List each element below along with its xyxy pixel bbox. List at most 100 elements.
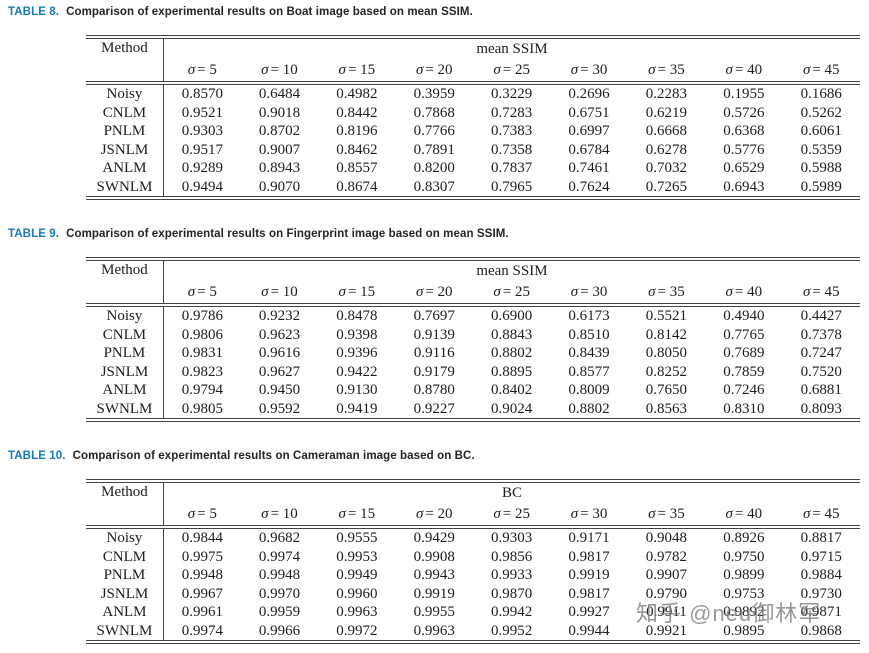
value-cell: 0.8563: [645, 400, 688, 417]
value-cell: 0.7765: [723, 326, 765, 343]
caption-text: Comparison of experimental results on Ca…: [72, 450, 475, 462]
value-cell: 0.9494: [181, 178, 223, 195]
header-row-sigma: σ = 5 σ = 10 σ = 15 σ = 20 σ = 25 σ = 30 σ = 35 σ = 40 σ…: [86, 281, 860, 307]
value-cell: 0.9227: [413, 400, 455, 417]
value-cell: 0.4427: [800, 308, 842, 324]
method-cell: SWNLM: [86, 177, 164, 198]
value-cell: 0.6668: [645, 123, 688, 139]
table-section: TABLE 8. Comparison of experimental resul…: [0, 6, 869, 200]
value-cell: 0.4982: [336, 86, 378, 102]
value-cell: 0.9970: [258, 585, 301, 602]
value-cell: 0.9007: [258, 141, 301, 158]
value-cell: 0.9967: [181, 585, 223, 602]
table-row: Noisy 0.8570 0.6484 0.4982 0.3959 0.3229 0.269…: [86, 83, 860, 104]
sigma-value: = 45: [812, 62, 840, 78]
sigma-symbol: σ: [415, 506, 424, 522]
value-cell: 0.8310: [723, 400, 765, 417]
value-cell: 0.9963: [336, 604, 378, 620]
table-section: TABLE 9. Comparison of experimental resul…: [0, 228, 869, 422]
value-cell: 0.9966: [258, 622, 301, 639]
value-cell: 0.9974: [258, 548, 301, 565]
value-cell: 0.7859: [723, 363, 765, 380]
value-cell: 0.9884: [800, 567, 842, 583]
table-head: Method mean SSIM σ = 5 σ = 10 σ = 15 σ = 20 σ = 25 σ…: [86, 259, 860, 307]
sigma-value: = 40: [734, 506, 763, 522]
table-row: ANLM 0.9961 0.9959 0.9963 0.9955 0.9942 0.9927…: [86, 603, 860, 622]
table-row: SWNLM 0.9974 0.9966 0.9972 0.9963 0.9952 0.994…: [86, 621, 860, 642]
sigma-header: σ = 5: [163, 281, 241, 307]
value-cell: 0.9682: [258, 530, 301, 546]
sigma-symbol: σ: [261, 506, 269, 522]
sigma-value: = 15: [347, 284, 376, 300]
header-row-group: Method mean SSIM: [86, 37, 860, 85]
value-cell: 0.7650: [645, 382, 688, 398]
value-cell: 0.5262: [800, 104, 842, 121]
value-cell: 0.9949: [336, 567, 378, 583]
sigma-header: σ = 30: [550, 503, 628, 529]
value-cell: 0.5521: [645, 308, 688, 324]
sigma-header: σ = 35: [627, 59, 706, 85]
group-header: mean SSIM: [476, 41, 548, 57]
value-cell: 0.9289: [181, 160, 223, 176]
value-cell: 0.9555: [336, 530, 378, 546]
sigma-header: σ = 45: [782, 59, 860, 85]
method-cell: ANLM: [86, 159, 164, 178]
sigma-symbol: σ: [570, 62, 579, 78]
sigma-value: = 25: [502, 506, 530, 522]
value-cell: 0.9048: [645, 530, 688, 546]
value-cell: 0.9960: [336, 585, 378, 602]
value-cell: 0.7891: [413, 141, 455, 158]
sigma-symbol: σ: [802, 284, 811, 300]
sigma-symbol: σ: [493, 62, 501, 78]
value-cell: 0.9943: [413, 567, 455, 583]
sigma-header: σ = 25: [472, 59, 551, 85]
value-cell: 0.5988: [800, 160, 842, 176]
value-cell: 0.9927: [568, 604, 610, 620]
value-cell: 0.8943: [258, 160, 301, 176]
sigma-symbol: σ: [725, 284, 733, 300]
value-cell: 0.7247: [800, 345, 842, 361]
sigma-symbol: σ: [493, 506, 501, 522]
value-cell: 0.7358: [491, 141, 533, 158]
sigma-symbol: σ: [338, 284, 346, 300]
sigma-value: = 20: [425, 506, 453, 522]
value-cell: 0.5726: [723, 104, 765, 121]
column-header-method: Method: [86, 259, 164, 307]
sigma-value: = 45: [812, 284, 840, 300]
sigma-value: = 10: [270, 506, 298, 522]
sigma-value: = 35: [657, 62, 685, 78]
value-cell: 0.9961: [181, 604, 223, 620]
group-header: BC: [501, 485, 522, 501]
value-cell: 0.9753: [723, 585, 765, 602]
value-cell: 0.7246: [723, 382, 765, 398]
tables-container: TABLE 8. Comparison of experimental resul…: [0, 6, 869, 644]
sigma-symbol: σ: [187, 506, 196, 522]
value-cell: 0.9921: [645, 622, 688, 639]
method-cell: JSNLM: [86, 362, 164, 381]
sigma-symbol: σ: [648, 506, 656, 522]
method-cell: CNLM: [86, 325, 164, 344]
value-cell: 0.6900: [491, 308, 533, 324]
value-cell: 0.8093: [800, 400, 842, 417]
value-cell: 0.9892: [723, 604, 765, 620]
value-cell: 0.8439: [568, 345, 610, 361]
value-cell: 0.6784: [568, 141, 610, 158]
method-cell: Noisy: [86, 305, 164, 326]
value-cell: 0.8402: [491, 382, 533, 398]
value-cell: 0.8802: [491, 345, 533, 361]
table-row: ANLM 0.9794 0.9450 0.9130 0.8780 0.8402 0.8009…: [86, 381, 860, 400]
table-row: SWNLM 0.9494 0.9070 0.8674 0.8307 0.7965 0.762…: [86, 177, 860, 198]
value-cell: 0.2696: [568, 86, 610, 102]
table-row: JSNLM 0.9967 0.9970 0.9960 0.9919 0.9870 0.981…: [86, 584, 860, 603]
value-cell: 0.9398: [336, 326, 378, 343]
sigma-header: σ = 10: [240, 59, 319, 85]
method-cell: SWNLM: [86, 399, 164, 420]
method-cell: Noisy: [86, 527, 164, 548]
value-cell: 0.7378: [800, 326, 842, 343]
value-cell: 0.9782: [645, 548, 688, 565]
table-row: SWNLM 0.9805 0.9592 0.9419 0.9227 0.9024 0.880…: [86, 399, 860, 420]
value-cell: 0.6368: [723, 123, 765, 139]
sigma-value: = 5: [197, 62, 217, 78]
sigma-value: = 25: [502, 284, 530, 300]
